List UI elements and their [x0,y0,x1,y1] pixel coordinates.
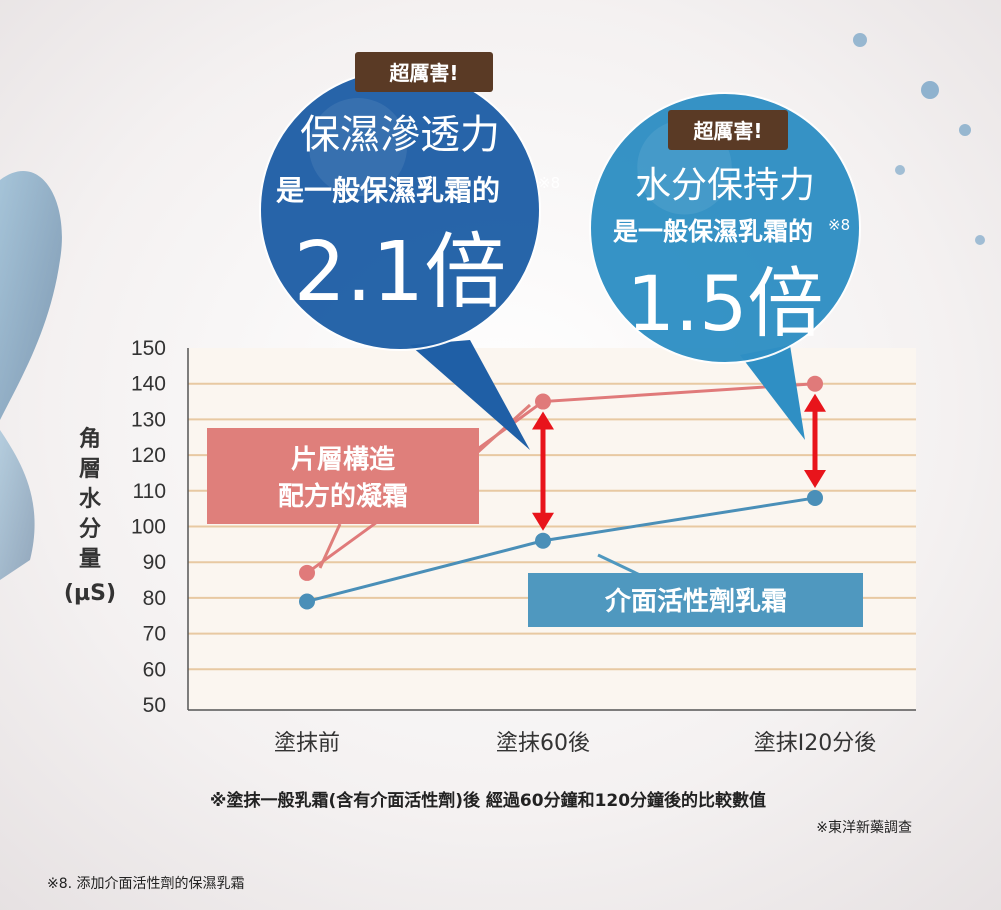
callout-line-2: 是一般保濕乳霜的 [276,174,500,207]
data-point [535,532,551,549]
y-tick-label: 140 [131,373,166,396]
y-tick-label: 90 [143,551,166,574]
callout-badge: 超厲害! [388,61,458,85]
y-label-char: 量 [79,547,101,572]
y-label-char: 層 [79,457,101,482]
comparison-note: ※塗抹一般乳霜(含有介面活性劑)後 經過60分鐘和120分鐘後的比較數值 [210,790,766,811]
y-label-char: 分 [79,517,101,542]
y-tick-label: 100 [131,516,166,539]
data-point [299,564,315,581]
data-point [535,393,551,410]
y-label-unit: (µS) [64,581,116,606]
y-label-char: 角 [79,426,101,452]
difference-arrows [532,393,826,531]
y-tick-label: 120 [131,444,166,467]
y-tick-label: 60 [143,658,166,681]
difference-arrow [804,393,826,488]
series-2-label-box: 介面活性劑乳霜 [528,553,863,627]
y-tick-label: 80 [143,587,166,610]
y-tick-label: 130 [131,408,166,431]
y-label-char: 水 [79,487,102,512]
callout-value: 1.5倍 [627,259,824,348]
y-tick-label: 150 [131,337,166,360]
callout-badge: 超厲害! [692,119,762,143]
callout-line-2: 是一般保濕乳霜的 [613,217,813,246]
series-1-label-line-2: 配方的凝霜 [278,481,408,512]
callout-superscript: ※8 [538,174,560,192]
callout-superscript: ※8 [828,216,850,234]
difference-arrow [532,411,554,531]
x-axis-categories: 塗抹前 塗抹60後 塗抹I20分後 [274,731,876,756]
chart-notes: ※塗抹一般乳霜(含有介面活性劑)後 經過60分鐘和120分鐘後的比較數值 ※東洋新… [47,790,912,892]
series-1-label-line-1: 片層構造 [291,445,395,475]
callout-value: 2.1倍 [294,225,506,320]
data-point [807,489,823,506]
x-tick-label: 塗抹I20分後 [754,731,876,756]
footnote: ※8. 添加介面活性劑的保濕乳霜 [47,875,245,892]
callout-line-1: 保濕滲透力 [300,112,500,158]
x-tick-label: 塗抹前 [274,731,340,756]
data-point [299,593,315,610]
series-2-label: 介面活性劑乳霜 [604,586,787,617]
y-tick-label: 110 [133,480,166,503]
y-axis-ticks: 50 60 70 80 90 100 110 120 130 140 150 [131,337,166,717]
data-point [807,375,823,392]
x-tick-label: 塗抹60後 [496,731,590,756]
y-tick-label: 70 [143,623,166,646]
callout-line-1: 水分保持力 [635,165,815,206]
survey-note: ※東洋新藥調查 [816,820,912,836]
y-tick-label: 50 [143,694,166,717]
